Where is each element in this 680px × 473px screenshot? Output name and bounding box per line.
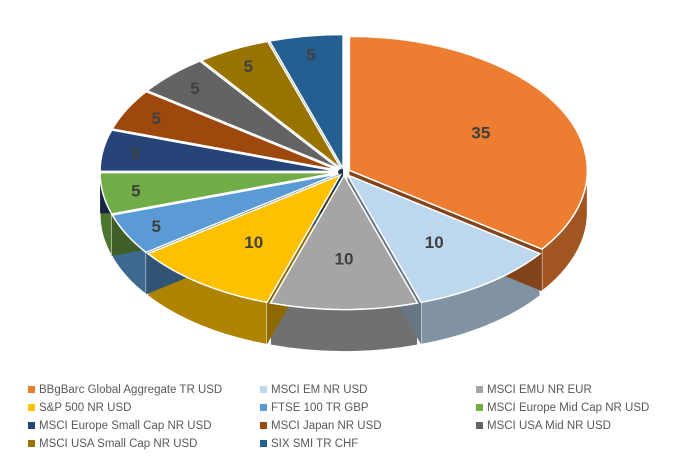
pie-slice-3 [146,173,343,304]
legend-swatch [476,422,483,429]
pie-slice-8 [145,60,341,171]
pie-slice-10 [268,33,344,172]
legend-item: FTSE 100 TR GBP [260,399,476,416]
legend-label: S&P 500 NR USD [39,401,132,414]
legend-item: MSCI EM NR USD [260,381,476,398]
legend-swatch [260,422,267,429]
legend-swatch [28,422,35,429]
pie-slice-1 [345,173,542,304]
legend-label: FTSE 100 TR GBP [271,401,369,414]
legend-item: SIX SMI TR CHF [260,435,476,452]
data-label-2: 10 [335,250,354,269]
legend-label: MSCI EM NR USD [271,383,368,396]
data-label-8: 5 [190,79,199,98]
pie-slice-4 [111,172,339,254]
legend-label: MSCI EMU NR EUR [487,383,592,396]
legend-label: SIX SMI TR CHF [271,437,359,450]
legend-swatch [28,386,35,393]
data-label-4: 5 [152,217,161,236]
legend-label: MSCI USA Small Cap NR USD [39,437,198,450]
legend-label: MSCI USA Mid NR USD [487,419,611,432]
legend-label: BBgBarc Global Aggregate TR USD [39,383,223,396]
legend-swatch [28,440,35,447]
pie-slice-2 [269,174,419,311]
legend-swatch [28,404,35,411]
legend-swatch [476,404,483,411]
data-label-3: 10 [244,233,263,252]
data-label-5: 5 [131,182,140,201]
data-label-7: 5 [152,109,161,128]
legend-label: MSCI Japan NR USD [271,419,382,432]
legend-swatch [260,404,267,411]
chart-legend: BBgBarc Global Aggregate TR USD MSCI EM N… [28,381,668,452]
pie-slice-7 [111,90,339,172]
legend-swatch [260,440,267,447]
pie-slice-0 [348,35,589,250]
legend-item: BBgBarc Global Aggregate TR USD [28,381,260,398]
data-label-9: 5 [244,57,253,76]
legend-item: MSCI EMU NR EUR [476,381,668,398]
data-label-0: 35 [471,124,490,143]
legend-item: MSCI Europe Small Cap NR USD [28,417,260,434]
legend-label: MSCI Europe Mid Cap NR USD [487,401,650,414]
data-label-10: 5 [306,46,315,65]
pie-slice-9 [199,40,342,170]
legend-item: MSCI USA Small Cap NR USD [28,435,260,452]
legend-item: S&P 500 NR USD [28,399,260,416]
pie-slice-6 [99,129,339,173]
pie-slice-5 [99,171,339,215]
legend-label: MSCI Europe Small Cap NR USD [39,419,212,432]
legend-swatch [260,386,267,393]
legend-item: MSCI Europe Mid Cap NR USD [476,399,668,416]
legend-swatch [476,386,483,393]
data-label-6: 5 [131,144,140,163]
data-label-1: 10 [425,233,444,252]
legend-item: MSCI USA Mid NR USD [476,417,668,434]
legend-item: MSCI Japan NR USD [260,417,476,434]
